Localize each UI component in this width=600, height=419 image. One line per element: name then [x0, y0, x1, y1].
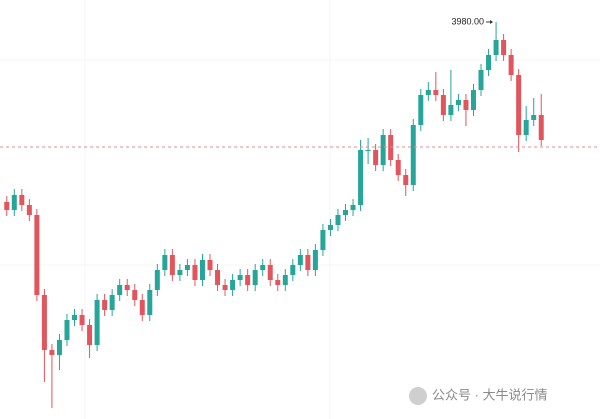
candle-body: [245, 275, 251, 285]
candle-body: [34, 215, 40, 295]
candle-body: [139, 300, 145, 315]
candle-body: [440, 95, 446, 115]
candle-body: [320, 230, 326, 250]
candle-body: [154, 270, 160, 290]
candle-body: [79, 315, 85, 325]
candle-body: [508, 55, 514, 75]
candle-body: [132, 290, 138, 300]
candle-body: [169, 255, 175, 275]
candle-body: [275, 280, 281, 285]
annotation-label: 3980.00: [452, 16, 485, 26]
candle-body: [260, 265, 266, 270]
candle-body: [87, 325, 93, 345]
candle-body: [365, 150, 371, 151]
candle-body: [470, 90, 476, 110]
candle-body: [538, 115, 544, 140]
candle-body: [49, 350, 55, 355]
candle-body: [343, 210, 349, 215]
candle-body: [305, 255, 311, 270]
candle-body: [478, 70, 484, 90]
candle-body: [425, 90, 431, 95]
candle-body: [297, 255, 303, 265]
candle-body: [252, 270, 258, 285]
candle-body: [56, 340, 62, 355]
watermark-icon: [409, 387, 427, 405]
candle-body: [26, 205, 32, 215]
candle-body: [403, 175, 409, 185]
candle-body: [523, 120, 529, 135]
candle-body: [410, 125, 416, 185]
candle-body: [327, 225, 333, 230]
candle-body: [192, 265, 198, 280]
candle-body: [207, 260, 213, 270]
candle-body: [418, 95, 424, 125]
candle-body: [350, 205, 356, 210]
candle-body: [433, 90, 439, 95]
candle-body: [380, 135, 386, 165]
candle-body: [312, 250, 318, 270]
candle-body: [124, 285, 130, 290]
candle-body: [199, 260, 205, 280]
candle-body: [493, 40, 499, 55]
candle-body: [147, 290, 153, 315]
candle-body: [267, 265, 273, 280]
annotation-arrowhead: [490, 20, 494, 24]
candle-body: [64, 320, 70, 340]
watermark-text: 公众号 · 大牛说行情: [432, 387, 548, 402]
candle-body: [41, 295, 47, 350]
candle-body: [335, 215, 341, 225]
candle-body: [184, 265, 190, 270]
candle-body: [94, 300, 100, 345]
watermark: 公众号 · 大牛说行情: [409, 387, 548, 405]
candle-body: [117, 285, 123, 295]
candle-body: [373, 150, 379, 165]
candle-body: [237, 275, 243, 280]
candle-body: [358, 150, 364, 205]
candle-body: [290, 265, 296, 275]
candle-body: [11, 195, 17, 210]
candle-body: [102, 300, 108, 310]
candle-body: [177, 270, 183, 275]
candle-body: [486, 55, 492, 70]
plot-area: 3980.00: [0, 16, 600, 408]
candle-body: [455, 100, 461, 105]
candle-body: [230, 280, 236, 290]
candle-body: [501, 40, 507, 55]
candle-body: [215, 270, 221, 285]
candle-body: [19, 195, 25, 205]
candle-body: [282, 275, 288, 285]
candle-body: [516, 75, 522, 135]
candle-body: [531, 115, 537, 120]
candle-body: [109, 295, 115, 310]
candle-body: [222, 285, 228, 290]
candle-body: [463, 100, 469, 110]
candle-body: [72, 315, 78, 320]
candle-body: [162, 255, 168, 270]
candle-body: [395, 160, 401, 175]
candle-body: [4, 202, 10, 210]
candle-body: [448, 105, 454, 115]
